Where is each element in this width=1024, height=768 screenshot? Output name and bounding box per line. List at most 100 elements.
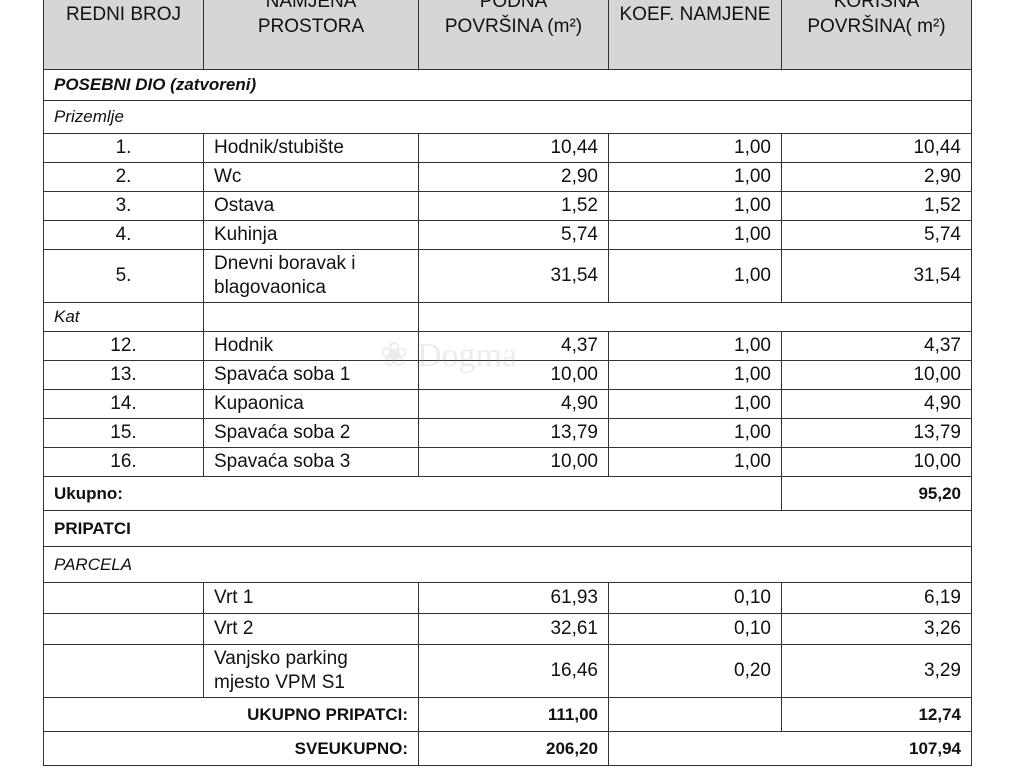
total-useful: 95,20	[781, 476, 972, 511]
table-row: Vrt 1 61,93 0,10 6,19	[43, 582, 972, 614]
empty-cell	[203, 302, 419, 332]
coefficient: 1,00	[608, 418, 782, 448]
row-number: 2.	[43, 162, 204, 192]
floor-area: 4,37	[418, 331, 609, 361]
useful-area: 10,00	[781, 447, 972, 477]
coefficient: 1,00	[608, 133, 782, 163]
coefficient: 1,00	[608, 360, 782, 390]
useful-area: 3,29	[781, 644, 972, 698]
row-number: 13.	[43, 360, 204, 390]
useful-area: 5,74	[781, 220, 972, 250]
coefficient: 1,00	[608, 447, 782, 477]
floor-row: Kat	[43, 302, 972, 332]
total-row: Ukupno: 95,20	[43, 476, 972, 511]
section-row: PRIPATCI	[43, 510, 972, 547]
floor-area: 13,79	[418, 418, 609, 448]
section-posebni: POSEBNI DIO (zatvoreni)	[43, 69, 972, 101]
room-name: Ostava	[203, 191, 419, 221]
section-row: POSEBNI DIO (zatvoreni)	[43, 69, 972, 101]
header-row: REDNI BROJ NAMJENA PROSTORA PODNA POVRŠI…	[43, 0, 972, 70]
coefficient: 1,00	[608, 331, 782, 361]
floor-area: 10,00	[418, 447, 609, 477]
useful-area: 10,00	[781, 360, 972, 390]
empty-cell	[43, 644, 204, 698]
item-name: Vrt 1	[203, 582, 419, 614]
floor-area: 1,52	[418, 191, 609, 221]
room-name: Hodnik	[203, 331, 419, 361]
floor-area: 61,93	[418, 582, 609, 614]
total-pripatci-area: 111,00	[418, 697, 609, 732]
table-row: 2. Wc 2,90 1,00 2,90	[43, 162, 972, 192]
row-number: 4.	[43, 220, 204, 250]
empty-cell	[43, 582, 204, 614]
room-name: Kuhinja	[203, 220, 419, 250]
table-row: 5. Dnevni boravak i blagovaonica 31,54 1,00…	[43, 249, 972, 303]
useful-area: 2,90	[781, 162, 972, 192]
room-name: Hodnik/stubište	[203, 133, 419, 163]
coefficient: 1,00	[608, 220, 782, 250]
coefficient: 1,00	[608, 389, 782, 419]
empty-cell	[418, 302, 972, 332]
floor-area: 31,54	[418, 249, 609, 303]
area-table: REDNI BROJ NAMJENA PROSTORA PODNA POVRŠI…	[43, 0, 972, 766]
coefficient: 1,00	[608, 249, 782, 303]
floor-row: Prizemlje	[43, 100, 972, 134]
grand-total-useful: 107,94	[608, 731, 972, 766]
section-pripatci: PRIPATCI	[43, 510, 972, 547]
coefficient: 1,00	[608, 162, 782, 192]
table-row: 1. Hodnik/stubište 10,44 1,00 10,44	[43, 133, 972, 163]
useful-area: 1,52	[781, 191, 972, 221]
total-pripatci-label: UKUPNO PRIPATCI:	[43, 697, 419, 732]
table-row: 4. Kuhinja 5,74 1,00 5,74	[43, 220, 972, 250]
room-name: Dnevni boravak i blagovaonica	[203, 249, 419, 303]
grand-total-label: SVEUKUPNO:	[43, 731, 419, 766]
floor-area: 10,00	[418, 360, 609, 390]
floor-prizemlje: Prizemlje	[43, 100, 972, 134]
table-row: 12. Hodnik 4,37 1,00 4,37	[43, 331, 972, 361]
parcel-label: PARCELA	[43, 546, 972, 583]
coefficient: 0,10	[608, 613, 782, 645]
useful-area: 3,26	[781, 613, 972, 645]
room-name: Spavaća soba 1	[203, 360, 419, 390]
coefficient: 0,20	[608, 644, 782, 698]
row-number: 5.	[43, 249, 204, 303]
grand-total-row: SVEUKUPNO: 206,20 107,94	[43, 731, 972, 766]
useful-area: 10,44	[781, 133, 972, 163]
table-row: 13. Spavaća soba 1 10,00 1,00 10,00	[43, 360, 972, 390]
row-number: 1.	[43, 133, 204, 163]
header-useful: KORISNA POVRŠINA( m²)	[781, 0, 972, 70]
floor-kat: Kat	[43, 302, 204, 332]
table-row: Vanjsko parking mjesto VPM S1 16,46 0,20 3,…	[43, 644, 972, 698]
header-no: REDNI BROJ	[43, 0, 204, 70]
header-coef: KOEF. NAMJENE	[608, 0, 782, 70]
floor-area: 4,90	[418, 389, 609, 419]
empty-cell	[43, 613, 204, 645]
useful-area: 13,79	[781, 418, 972, 448]
floor-area: 10,44	[418, 133, 609, 163]
total-pripatci-row: UKUPNO PRIPATCI: 111,00 12,74	[43, 697, 972, 732]
room-name: Spavaća soba 3	[203, 447, 419, 477]
table-row: 15. Spavaća soba 2 13,79 1,00 13,79	[43, 418, 972, 448]
useful-area: 4,90	[781, 389, 972, 419]
floor-area: 5,74	[418, 220, 609, 250]
room-name: Kupaonica	[203, 389, 419, 419]
floor-area: 16,46	[418, 644, 609, 698]
grand-total-area: 206,20	[418, 731, 609, 766]
row-number: 15.	[43, 418, 204, 448]
table-row: 16. Spavaća soba 3 10,00 1,00 10,00	[43, 447, 972, 477]
floor-area: 2,90	[418, 162, 609, 192]
floor-area: 32,61	[418, 613, 609, 645]
row-number: 3.	[43, 191, 204, 221]
row-number: 16.	[43, 447, 204, 477]
header-area: PODNA POVRŠINA (m²)	[418, 0, 609, 70]
row-number: 14.	[43, 389, 204, 419]
row-number: 12.	[43, 331, 204, 361]
useful-area: 31,54	[781, 249, 972, 303]
useful-area: 6,19	[781, 582, 972, 614]
coefficient: 1,00	[608, 191, 782, 221]
total-pripatci-useful: 12,74	[781, 697, 972, 732]
room-name: Spavaća soba 2	[203, 418, 419, 448]
table-row: Vrt 2 32,61 0,10 3,26	[43, 613, 972, 645]
total-label: Ukupno:	[43, 476, 782, 511]
header-name: NAMJENA PROSTORA	[203, 0, 419, 70]
